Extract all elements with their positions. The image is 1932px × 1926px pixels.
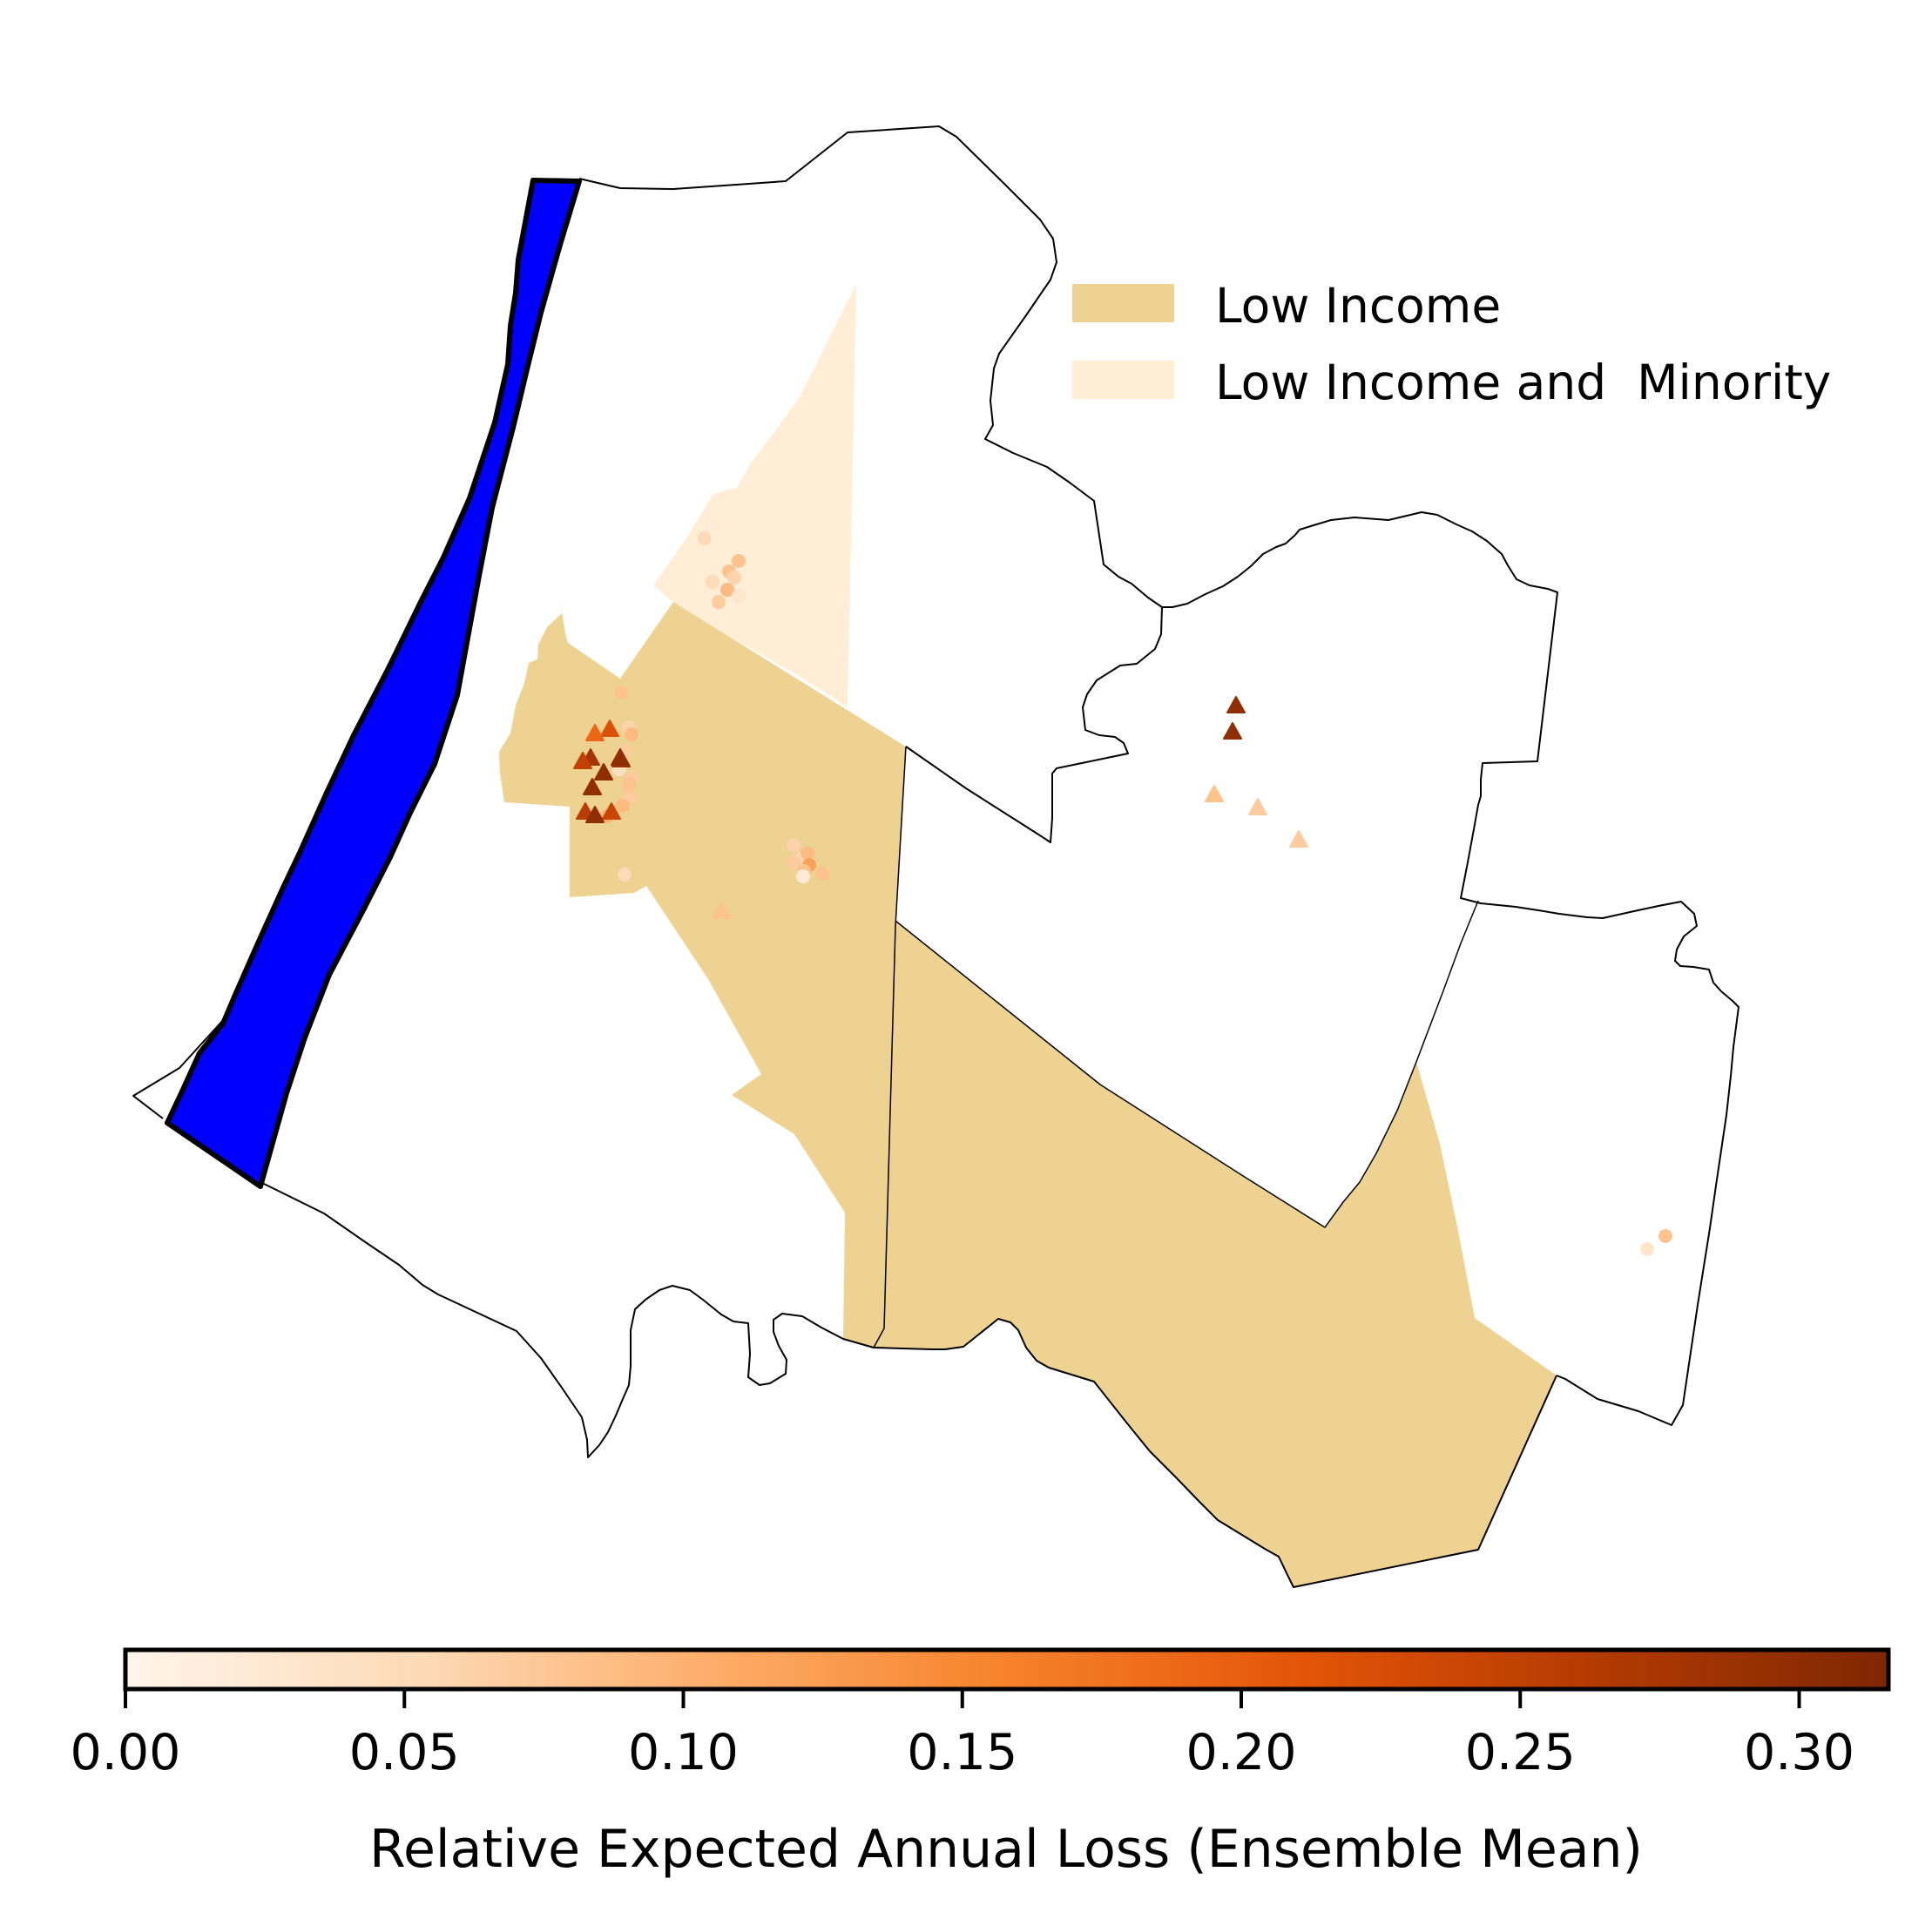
loss-circle-marker [815, 867, 829, 881]
legend-label-low-income-minority: Low Income and Minority [1215, 355, 1831, 410]
loss-triangle-marker [1226, 696, 1246, 713]
colorbar: 0.00 0.05 0.10 0.15 0.20 0.25 0.30 Relative Ex… [71, 1647, 1891, 1880]
inner-boundary-diagonal [895, 900, 1479, 1228]
loss-triangle-marker [611, 748, 630, 766]
loss-circle-marker [622, 777, 636, 791]
outer-boundary-west [578, 125, 1163, 843]
low-income-minority-area [653, 285, 856, 707]
loss-circle-marker [618, 868, 632, 882]
colorbar-tick-label: 0.20 [1186, 1724, 1297, 1781]
loss-circle-marker [727, 571, 741, 585]
low-income-area-southeast [874, 921, 1557, 1587]
loss-circle-marker [787, 838, 800, 852]
loss-triangle-marker [1223, 722, 1242, 740]
loss-triangle-marker [1289, 830, 1308, 848]
inner-boundary-divider [873, 746, 907, 1348]
legend-swatch-low-income [1072, 284, 1174, 322]
loss-triangle-marker [585, 806, 605, 823]
loss-triangle-marker [1248, 798, 1267, 815]
loss-triangle-marker [600, 720, 619, 737]
loss-circle-marker [625, 727, 638, 741]
colorbar-label: Relative Expected Annual Loss (Ensemble … [369, 1819, 1643, 1880]
loss-triangle-marker [585, 724, 605, 741]
loss-circle-marker [712, 595, 726, 609]
loss-triangle-marker [573, 752, 592, 769]
colorbar-tick-label: 0.00 [71, 1724, 181, 1781]
loss-circle-marker [706, 575, 719, 589]
colorbar-tick-label: 0.10 [628, 1724, 739, 1781]
loss-circle-marker [614, 686, 628, 699]
colorbar-tick-label: 0.25 [1465, 1724, 1576, 1781]
loss-circle-marker [732, 589, 746, 603]
loss-triangle-marker [594, 763, 613, 781]
loss-triangle-marker [602, 802, 621, 820]
colorbar-gradient [123, 1647, 1891, 1692]
colorbar-tick-label: 0.30 [1744, 1724, 1854, 1781]
loss-circle-marker [800, 847, 814, 861]
loss-circle-marker [698, 531, 712, 545]
loss-circle-marker [1640, 1242, 1654, 1256]
loss-circle-marker [720, 583, 734, 597]
loss-circle-marker [732, 554, 746, 568]
legend-swatch-low-income-minority [1072, 361, 1174, 399]
outer-boundary-northeast [1162, 511, 1739, 1426]
loss-circle-marker [787, 855, 801, 869]
low-income-area-west [499, 596, 906, 1348]
loss-circle-marker [706, 519, 719, 533]
colorbar-tick-label: 0.05 [349, 1724, 460, 1781]
loss-circle-marker [796, 869, 810, 883]
legend: Low Income Low Income and Minority [1072, 278, 1831, 410]
colorbar-tick-label: 0.15 [907, 1724, 1017, 1781]
loss-triangle-marker [583, 778, 602, 795]
river [165, 178, 582, 1189]
legend-label-low-income: Low Income [1215, 278, 1501, 334]
outer-boundary-south [258, 1180, 1557, 1588]
loss-circle-marker [616, 799, 630, 813]
loss-triangle-marker [712, 902, 731, 919]
loss-triangle-marker [1205, 785, 1224, 802]
loss-circle-marker [1658, 1229, 1672, 1243]
